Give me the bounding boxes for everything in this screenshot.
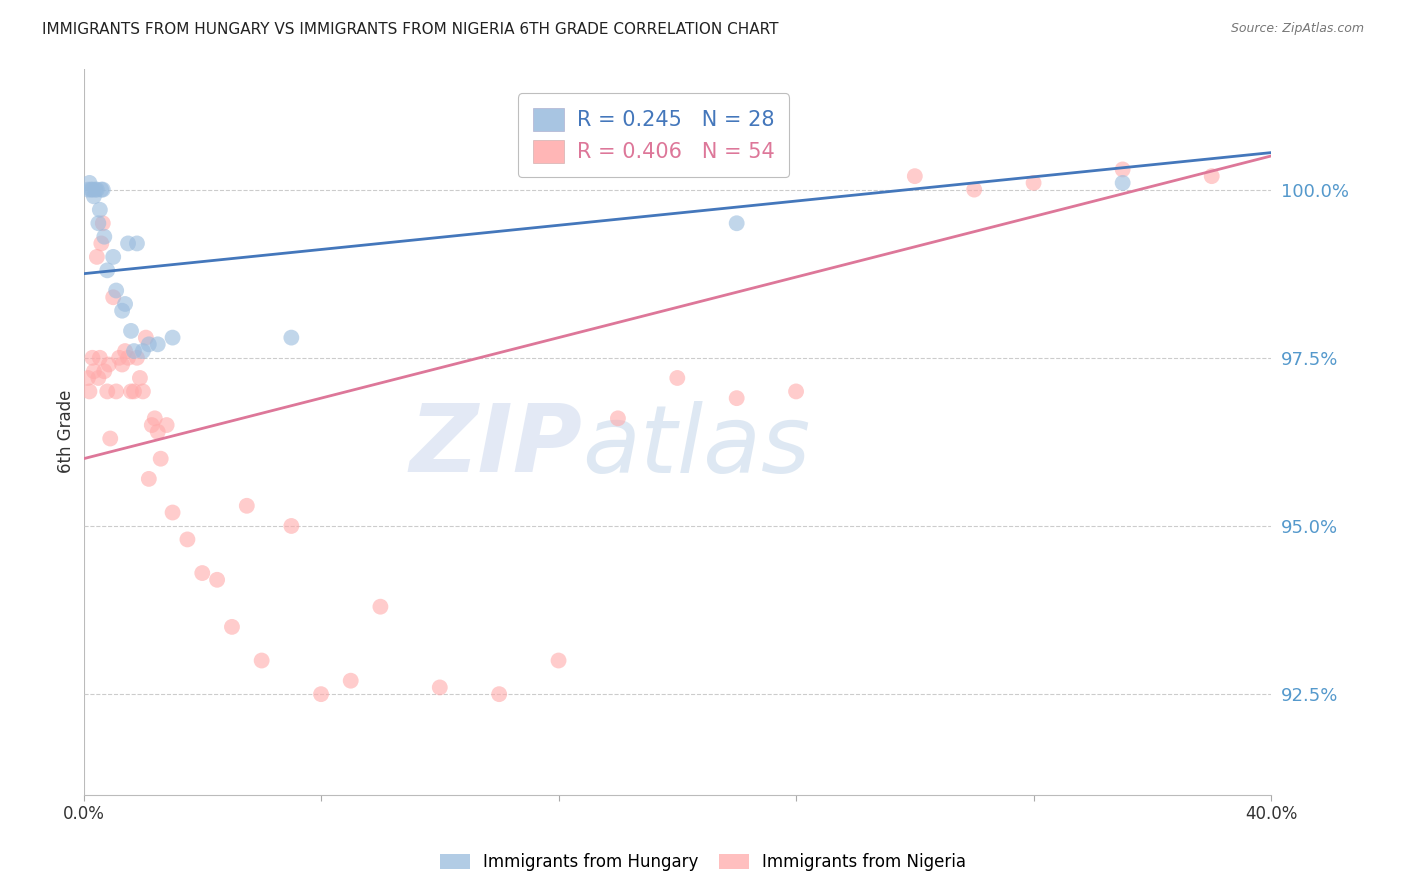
- Point: [176, 533, 198, 547]
- Point: [114, 344, 136, 359]
- Point: [122, 344, 145, 359]
- Point: [725, 391, 748, 405]
- Point: [93, 229, 115, 244]
- Point: [80, 183, 103, 197]
- Point: [105, 284, 128, 298]
- Point: [79, 176, 101, 190]
- Point: [82, 183, 104, 197]
- Point: [103, 290, 125, 304]
- Text: IMMIGRANTS FROM HUNGARY VS IMMIGRANTS FROM NIGERIA 6TH GRADE CORRELATION CHART: IMMIGRANTS FROM HUNGARY VS IMMIGRANTS FR…: [42, 22, 779, 37]
- Point: [96, 263, 118, 277]
- Point: [111, 303, 134, 318]
- Point: [114, 297, 136, 311]
- Point: [146, 425, 169, 439]
- Point: [90, 183, 112, 197]
- Point: [77, 183, 100, 197]
- Point: [84, 183, 107, 197]
- Point: [122, 384, 145, 399]
- Point: [132, 344, 155, 359]
- Point: [250, 653, 273, 667]
- Point: [162, 330, 184, 344]
- Point: [83, 189, 105, 203]
- Point: [135, 330, 157, 344]
- Point: [129, 371, 152, 385]
- Point: [785, 384, 807, 399]
- Point: [156, 418, 179, 433]
- Point: [280, 519, 302, 533]
- Point: [309, 687, 332, 701]
- Point: [606, 411, 628, 425]
- Point: [87, 216, 110, 230]
- Point: [904, 169, 927, 183]
- Point: [120, 324, 142, 338]
- Point: [666, 371, 689, 385]
- Point: [143, 411, 166, 425]
- Text: ZIP: ZIP: [409, 401, 582, 492]
- Point: [111, 358, 134, 372]
- Point: [141, 418, 163, 433]
- Point: [89, 202, 111, 217]
- Point: [91, 183, 114, 197]
- Point: [547, 653, 569, 667]
- Point: [90, 236, 112, 251]
- Point: [103, 250, 125, 264]
- Point: [205, 573, 228, 587]
- Point: [138, 337, 160, 351]
- Legend: Immigrants from Hungary, Immigrants from Nigeria: Immigrants from Hungary, Immigrants from…: [432, 845, 974, 880]
- Y-axis label: 6th Grade: 6th Grade: [58, 390, 75, 474]
- Point: [191, 566, 214, 580]
- Point: [138, 472, 160, 486]
- Text: Source: ZipAtlas.com: Source: ZipAtlas.com: [1230, 22, 1364, 36]
- Point: [117, 236, 139, 251]
- Text: atlas: atlas: [582, 401, 810, 491]
- Point: [963, 183, 986, 197]
- Point: [221, 620, 243, 634]
- Point: [132, 384, 155, 399]
- Point: [1022, 176, 1045, 190]
- Point: [87, 371, 110, 385]
- Point: [77, 371, 100, 385]
- Point: [146, 337, 169, 351]
- Point: [97, 358, 120, 372]
- Point: [86, 183, 108, 197]
- Point: [125, 236, 148, 251]
- Point: [117, 351, 139, 365]
- Point: [162, 506, 184, 520]
- Point: [79, 384, 101, 399]
- Legend: R = 0.245   N = 28, R = 0.406   N = 54: R = 0.245 N = 28, R = 0.406 N = 54: [519, 94, 789, 178]
- Point: [339, 673, 361, 688]
- Point: [149, 451, 172, 466]
- Point: [125, 351, 148, 365]
- Point: [280, 330, 302, 344]
- Point: [1201, 169, 1223, 183]
- Point: [89, 351, 111, 365]
- Point: [86, 250, 108, 264]
- Point: [105, 384, 128, 399]
- Point: [82, 351, 104, 365]
- Point: [83, 364, 105, 378]
- Point: [98, 432, 121, 446]
- Point: [108, 351, 131, 365]
- Point: [725, 216, 748, 230]
- Point: [488, 687, 510, 701]
- Point: [1111, 176, 1133, 190]
- Point: [93, 364, 115, 378]
- Point: [1111, 162, 1133, 177]
- Point: [96, 384, 118, 399]
- Point: [91, 216, 114, 230]
- Point: [370, 599, 392, 614]
- Point: [236, 499, 259, 513]
- Point: [120, 384, 142, 399]
- Point: [429, 681, 451, 695]
